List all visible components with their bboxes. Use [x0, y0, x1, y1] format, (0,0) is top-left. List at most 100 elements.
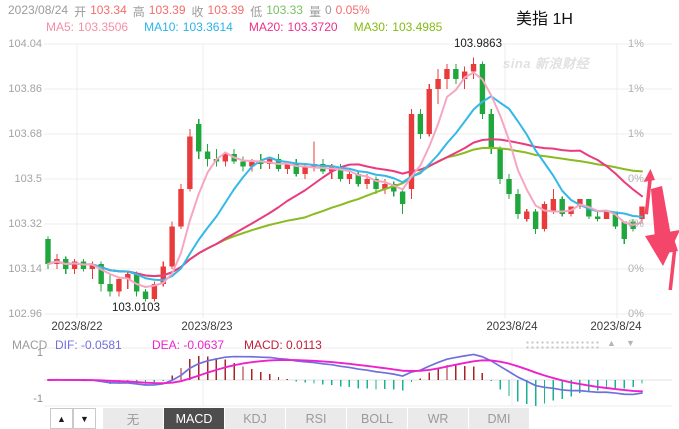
price-tick: 103.14 — [8, 263, 42, 275]
candle-body — [89, 264, 96, 269]
candle-body — [98, 264, 104, 284]
candle-body — [488, 114, 494, 149]
price-tick: 103.32 — [8, 218, 42, 230]
tab-wr[interactable]: WR — [408, 408, 469, 429]
price-tick: 103.68 — [8, 128, 42, 140]
macd-value: 0.0113 — [286, 338, 322, 352]
macd-axis-top: 1 — [36, 347, 43, 359]
macd-label: MACD: — [244, 338, 283, 352]
percent-tick: 1% — [628, 128, 644, 140]
candle-body — [169, 226, 175, 267]
candle-body — [178, 189, 184, 227]
tab-none[interactable]: 无 — [103, 408, 164, 429]
trend-annotation-arrows — [643, 169, 679, 290]
candle-body — [355, 174, 361, 184]
tab-kdj[interactable]: KDJ — [225, 408, 286, 429]
dif-value: -0.0581 — [81, 338, 122, 352]
ohlc-legend: 2023/08/24 开 103.34 高 103.39 收 103.39 低 103.… — [8, 3, 370, 20]
macd-axis-bottom: -1 — [33, 393, 43, 405]
candle-body — [302, 166, 308, 174]
tab-dmi[interactable]: DMI — [469, 408, 530, 429]
price-tick: 102.96 — [8, 308, 42, 320]
candle-body — [577, 199, 583, 207]
high-label: 高 — [132, 5, 145, 19]
ma10-label: MA10: — [144, 20, 179, 34]
candle-body — [594, 216, 601, 219]
candle-body — [559, 199, 565, 214]
macd-readout: MACD: 0.0113 — [244, 338, 322, 352]
scrollbar-handle[interactable] — [524, 339, 600, 351]
candle-body — [116, 279, 122, 292]
tab-macd[interactable]: MACD — [164, 408, 225, 429]
candle-body — [337, 166, 344, 179]
ma10-line — [47, 95, 643, 282]
candle-body — [382, 184, 388, 189]
ma5-line — [47, 71, 643, 288]
candle-body — [196, 124, 202, 152]
session-high-label: 103.9863 — [454, 38, 502, 50]
scale-down-icon[interactable]: ▼ — [626, 338, 635, 348]
percent-tick: 1% — [628, 38, 644, 50]
candle-body — [541, 204, 548, 229]
candle-body — [133, 274, 140, 292]
tab-rsi[interactable]: RSI — [286, 408, 347, 429]
candle-body — [222, 154, 229, 162]
candle-body — [417, 114, 424, 134]
indicator-tabbar: 无 MACD KDJ RSI BOLL WR DMI — [103, 408, 530, 429]
dea-label: DEA: — [152, 338, 181, 352]
pane-up-button[interactable]: ▲ — [50, 408, 73, 429]
candle-body — [515, 194, 521, 214]
ma20-value: 103.3720 — [287, 20, 338, 34]
percent-tick: 0% — [628, 308, 644, 320]
candle-body — [453, 69, 459, 79]
candle-body — [249, 161, 255, 167]
pane-down-button[interactable]: ▼ — [73, 408, 96, 429]
ma5-value: 103.3506 — [78, 20, 129, 34]
candle-body — [408, 114, 415, 189]
dea-value: -0.0637 — [183, 338, 225, 352]
candle-body — [391, 184, 397, 192]
date-tick: 2023/8/22 — [51, 321, 103, 333]
close-value: 103.39 — [207, 3, 245, 17]
ma5-label: MA5: — [46, 20, 75, 34]
ma30-value: 103.4985 — [392, 20, 443, 34]
candle-body — [284, 164, 291, 169]
candle-body — [461, 71, 468, 79]
dif-readout: DIF: -0.0581 — [55, 338, 122, 352]
ma30-label: MA30: — [353, 20, 389, 34]
candle-body — [364, 179, 370, 184]
low-label: 低 — [250, 5, 263, 19]
candle-body — [373, 179, 379, 189]
candle-body — [497, 149, 503, 179]
percent-tick: 0% — [628, 218, 644, 230]
candle-body — [142, 291, 149, 299]
candle-body — [107, 284, 113, 292]
percent-tick: 0% — [628, 263, 644, 275]
tab-boll[interactable]: BOLL — [347, 408, 408, 429]
candle-body — [258, 161, 264, 164]
macd-panel-name: MACD — [12, 338, 48, 352]
price-tick: 103.5 — [14, 173, 42, 185]
scale-up-icon[interactable]: ▲ — [607, 338, 616, 348]
close-label: 收 — [191, 5, 204, 19]
legend-date: 2023/08/24 — [8, 3, 69, 17]
candle-body — [470, 64, 477, 72]
candle-body — [187, 136, 193, 189]
price-tick: 104.04 — [8, 38, 42, 50]
candle-body — [45, 239, 51, 264]
date-tick: 2023/8/24 — [486, 321, 538, 333]
candle-body — [71, 261, 78, 269]
ma20-line — [47, 138, 643, 278]
candle-body — [524, 211, 530, 219]
sina-watermark: sina 新浪财经 — [503, 56, 590, 71]
dea-readout: DEA: -0.0637 — [152, 338, 224, 352]
dea-line — [47, 358, 643, 393]
candle-body — [240, 161, 246, 167]
dif-line — [47, 353, 643, 396]
open-label: 开 — [74, 5, 87, 19]
high-value: 103.39 — [148, 3, 186, 17]
candle-body — [550, 199, 557, 212]
session-low-label: 103.0103 — [112, 302, 160, 314]
